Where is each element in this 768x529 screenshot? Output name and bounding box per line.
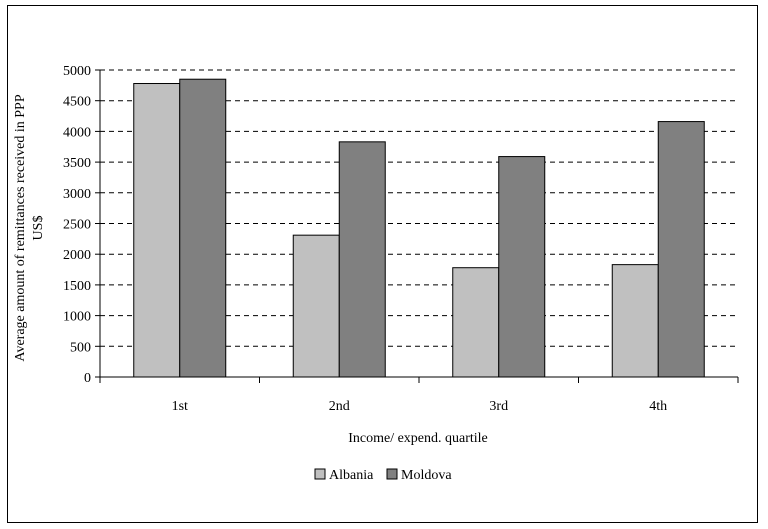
y-tick-label: 3000 <box>63 187 91 202</box>
y-tick-label: 1000 <box>63 310 91 325</box>
bar-moldova-4th <box>657 121 705 378</box>
bar-moldova-3rd <box>498 156 546 378</box>
axes <box>95 69 739 383</box>
legend-swatch-albania <box>314 468 326 480</box>
y-tick-label: 3500 <box>63 156 91 171</box>
y-axis-label-line2: US$ <box>31 216 46 241</box>
x-axis-label: Income/ expend. quartile <box>348 431 488 446</box>
y-tick-label: 2500 <box>63 218 91 233</box>
bar-albania-3rd <box>452 267 500 378</box>
bars <box>133 78 705 378</box>
y-tick-label: 2000 <box>63 248 91 263</box>
legend: Albania Moldova <box>314 468 452 483</box>
y-tick-label: 0 <box>84 371 91 386</box>
bar-moldova-2nd <box>338 141 386 378</box>
x-tick-labels: 1st 2nd 3rd 4th <box>172 399 668 414</box>
bar-albania-1st <box>133 83 181 378</box>
bar-albania-4th <box>611 264 659 378</box>
bar-albania-2nd <box>292 234 340 378</box>
y-tick-label: 1500 <box>63 279 91 294</box>
legend-label-albania: Albania <box>329 468 374 483</box>
y-tick-label: 5000 <box>63 64 91 79</box>
legend-swatch-moldova <box>386 468 398 480</box>
x-tick-label: 4th <box>649 399 667 414</box>
y-axis-label-line1: Average amount of remittances received i… <box>13 94 28 361</box>
x-tick-label: 3rd <box>489 399 508 414</box>
y-tick-labels: 0 500 1000 1500 2000 2500 3000 3500 4000 4500 5000 <box>63 64 91 386</box>
y-tick-label: 4000 <box>63 125 91 140</box>
x-tick-label: 1st <box>172 399 188 414</box>
legend-label-moldova: Moldova <box>401 468 452 483</box>
y-tick-label: 500 <box>70 340 91 355</box>
x-tick-label: 2nd <box>329 399 350 414</box>
bar-moldova-1st <box>179 78 227 378</box>
y-tick-label: 4500 <box>63 95 91 110</box>
